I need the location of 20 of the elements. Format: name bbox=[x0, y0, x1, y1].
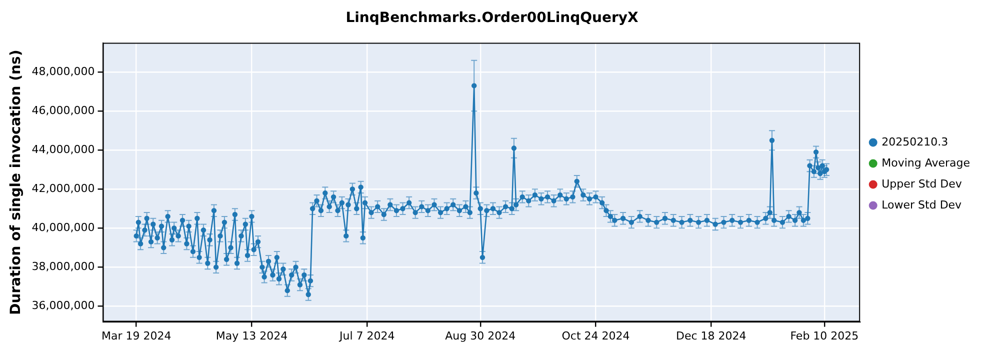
y-axis-title: Duration of single invocation (ns) bbox=[8, 50, 24, 315]
x-tick-label: Dec 18 2024 bbox=[676, 329, 746, 342]
y-tick-label: 42,000,000 bbox=[32, 182, 95, 195]
y-tick-label: 40,000,000 bbox=[32, 221, 95, 234]
x-tick-label: Mar 19 2024 bbox=[101, 329, 172, 342]
y-tick-label: 36,000,000 bbox=[32, 299, 95, 312]
y-tick-label: 46,000,000 bbox=[32, 104, 95, 117]
y-tick-label: 38,000,000 bbox=[32, 260, 95, 274]
y-tick-label: 48,000,000 bbox=[32, 64, 95, 78]
x-tick-label: Aug 30 2024 bbox=[445, 329, 516, 342]
legend-label: Upper Std Dev bbox=[882, 177, 962, 190]
legend-label: 20250210.3 bbox=[882, 135, 948, 148]
x-tick-label: Oct 24 2024 bbox=[562, 329, 630, 342]
x-tick-label: May 13 2024 bbox=[216, 329, 288, 342]
chart-title: LinqBenchmarks.Order00LinqQueryX bbox=[346, 10, 639, 26]
x-tick-label: Jul 7 2024 bbox=[338, 329, 395, 342]
legend-label: Moving Average bbox=[882, 156, 970, 170]
x-tick-label: Feb 10 2025 bbox=[790, 329, 859, 342]
legend-label: Lower Std Dev bbox=[882, 198, 962, 212]
y-tick-label: 44,000,000 bbox=[32, 142, 95, 156]
